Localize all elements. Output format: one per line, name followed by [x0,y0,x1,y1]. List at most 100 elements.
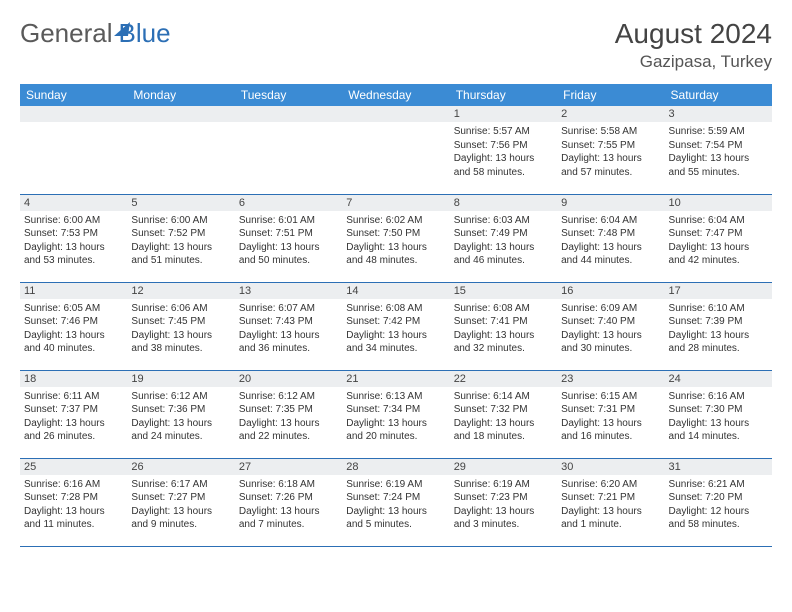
sunset-text: Sunset: 7:46 PM [24,315,123,329]
sunrise-text: Sunrise: 6:14 AM [454,390,553,404]
sunset-text: Sunset: 7:54 PM [669,139,768,153]
weekday-header-row: Sunday Monday Tuesday Wednesday Thursday… [20,84,772,106]
sunset-text: Sunset: 7:42 PM [346,315,445,329]
sunrise-text: Sunrise: 6:08 AM [346,302,445,316]
day-number: 19 [127,371,234,387]
cell-body: Sunrise: 6:14 AMSunset: 7:32 PMDaylight:… [450,387,557,448]
weekday-header: Monday [127,84,234,106]
calendar-row: 18Sunrise: 6:11 AMSunset: 7:37 PMDayligh… [20,370,772,458]
calendar-row: 25Sunrise: 6:16 AMSunset: 7:28 PMDayligh… [20,458,772,546]
day-number [127,106,234,122]
cell-body: Sunrise: 6:01 AMSunset: 7:51 PMDaylight:… [235,211,342,272]
daylight-text: Daylight: 13 hours and 34 minutes. [346,329,445,356]
calendar-table: Sunday Monday Tuesday Wednesday Thursday… [20,84,772,547]
sunrise-text: Sunrise: 6:16 AM [24,478,123,492]
cell-body: Sunrise: 5:59 AMSunset: 7:54 PMDaylight:… [665,122,772,183]
sunrise-text: Sunrise: 6:07 AM [239,302,338,316]
sunset-text: Sunset: 7:31 PM [561,403,660,417]
cell-body: Sunrise: 6:00 AMSunset: 7:53 PMDaylight:… [20,211,127,272]
calendar-cell: 30Sunrise: 6:20 AMSunset: 7:21 PMDayligh… [557,458,664,546]
daylight-text: Daylight: 13 hours and 58 minutes. [454,152,553,179]
sunrise-text: Sunrise: 6:12 AM [131,390,230,404]
cell-body: Sunrise: 6:19 AMSunset: 7:23 PMDaylight:… [450,475,557,536]
title-block: August 2024 Gazipasa, Turkey [615,18,772,72]
calendar-cell [20,106,127,194]
sunrise-text: Sunrise: 6:20 AM [561,478,660,492]
cell-body: Sunrise: 6:00 AMSunset: 7:52 PMDaylight:… [127,211,234,272]
weekday-header: Tuesday [235,84,342,106]
weekday-header: Friday [557,84,664,106]
daylight-text: Daylight: 13 hours and 57 minutes. [561,152,660,179]
sunrise-text: Sunrise: 6:16 AM [669,390,768,404]
daylight-text: Daylight: 13 hours and 22 minutes. [239,417,338,444]
daylight-text: Daylight: 13 hours and 3 minutes. [454,505,553,532]
cell-body: Sunrise: 6:20 AMSunset: 7:21 PMDaylight:… [557,475,664,536]
day-number: 17 [665,283,772,299]
calendar-cell [235,106,342,194]
month-year: August 2024 [615,18,772,50]
cell-body: Sunrise: 5:57 AMSunset: 7:56 PMDaylight:… [450,122,557,183]
day-number: 29 [450,459,557,475]
sunset-text: Sunset: 7:39 PM [669,315,768,329]
sunset-text: Sunset: 7:32 PM [454,403,553,417]
day-number: 7 [342,195,449,211]
sunset-text: Sunset: 7:30 PM [669,403,768,417]
sunset-text: Sunset: 7:51 PM [239,227,338,241]
daylight-text: Daylight: 13 hours and 38 minutes. [131,329,230,356]
sunrise-text: Sunrise: 6:06 AM [131,302,230,316]
calendar-cell: 17Sunrise: 6:10 AMSunset: 7:39 PMDayligh… [665,282,772,370]
sunset-text: Sunset: 7:55 PM [561,139,660,153]
cell-body: Sunrise: 5:58 AMSunset: 7:55 PMDaylight:… [557,122,664,183]
day-number: 4 [20,195,127,211]
day-number: 31 [665,459,772,475]
calendar-cell: 1Sunrise: 5:57 AMSunset: 7:56 PMDaylight… [450,106,557,194]
sunset-text: Sunset: 7:26 PM [239,491,338,505]
sunrise-text: Sunrise: 6:19 AM [454,478,553,492]
day-number: 25 [20,459,127,475]
sunrise-text: Sunrise: 6:11 AM [24,390,123,404]
daylight-text: Daylight: 13 hours and 36 minutes. [239,329,338,356]
day-number: 28 [342,459,449,475]
daylight-text: Daylight: 13 hours and 9 minutes. [131,505,230,532]
cell-body [127,122,234,129]
calendar-row: 11Sunrise: 6:05 AMSunset: 7:46 PMDayligh… [20,282,772,370]
day-number [342,106,449,122]
daylight-text: Daylight: 13 hours and 30 minutes. [561,329,660,356]
day-number: 2 [557,106,664,122]
sunset-text: Sunset: 7:27 PM [131,491,230,505]
cell-body [20,122,127,129]
sunrise-text: Sunrise: 6:09 AM [561,302,660,316]
daylight-text: Daylight: 13 hours and 7 minutes. [239,505,338,532]
sunrise-text: Sunrise: 6:03 AM [454,214,553,228]
daylight-text: Daylight: 13 hours and 26 minutes. [24,417,123,444]
cell-body: Sunrise: 6:06 AMSunset: 7:45 PMDaylight:… [127,299,234,360]
day-number: 26 [127,459,234,475]
day-number: 18 [20,371,127,387]
cell-body: Sunrise: 6:16 AMSunset: 7:30 PMDaylight:… [665,387,772,448]
sunrise-text: Sunrise: 5:57 AM [454,125,553,139]
daylight-text: Daylight: 13 hours and 16 minutes. [561,417,660,444]
daylight-text: Daylight: 13 hours and 46 minutes. [454,241,553,268]
day-number: 10 [665,195,772,211]
calendar-cell: 25Sunrise: 6:16 AMSunset: 7:28 PMDayligh… [20,458,127,546]
calendar-cell: 20Sunrise: 6:12 AMSunset: 7:35 PMDayligh… [235,370,342,458]
cell-body: Sunrise: 6:10 AMSunset: 7:39 PMDaylight:… [665,299,772,360]
sunrise-text: Sunrise: 6:21 AM [669,478,768,492]
weekday-header: Thursday [450,84,557,106]
calendar-cell: 7Sunrise: 6:02 AMSunset: 7:50 PMDaylight… [342,194,449,282]
sunrise-text: Sunrise: 6:17 AM [131,478,230,492]
day-number: 21 [342,371,449,387]
sunset-text: Sunset: 7:47 PM [669,227,768,241]
day-number: 22 [450,371,557,387]
calendar-row: 1Sunrise: 5:57 AMSunset: 7:56 PMDaylight… [20,106,772,194]
daylight-text: Daylight: 13 hours and 5 minutes. [346,505,445,532]
calendar-cell: 12Sunrise: 6:06 AMSunset: 7:45 PMDayligh… [127,282,234,370]
day-number: 12 [127,283,234,299]
sunset-text: Sunset: 7:41 PM [454,315,553,329]
cell-body: Sunrise: 6:03 AMSunset: 7:49 PMDaylight:… [450,211,557,272]
day-number: 15 [450,283,557,299]
calendar-cell: 14Sunrise: 6:08 AMSunset: 7:42 PMDayligh… [342,282,449,370]
sunrise-text: Sunrise: 6:13 AM [346,390,445,404]
daylight-text: Daylight: 13 hours and 53 minutes. [24,241,123,268]
sunset-text: Sunset: 7:35 PM [239,403,338,417]
